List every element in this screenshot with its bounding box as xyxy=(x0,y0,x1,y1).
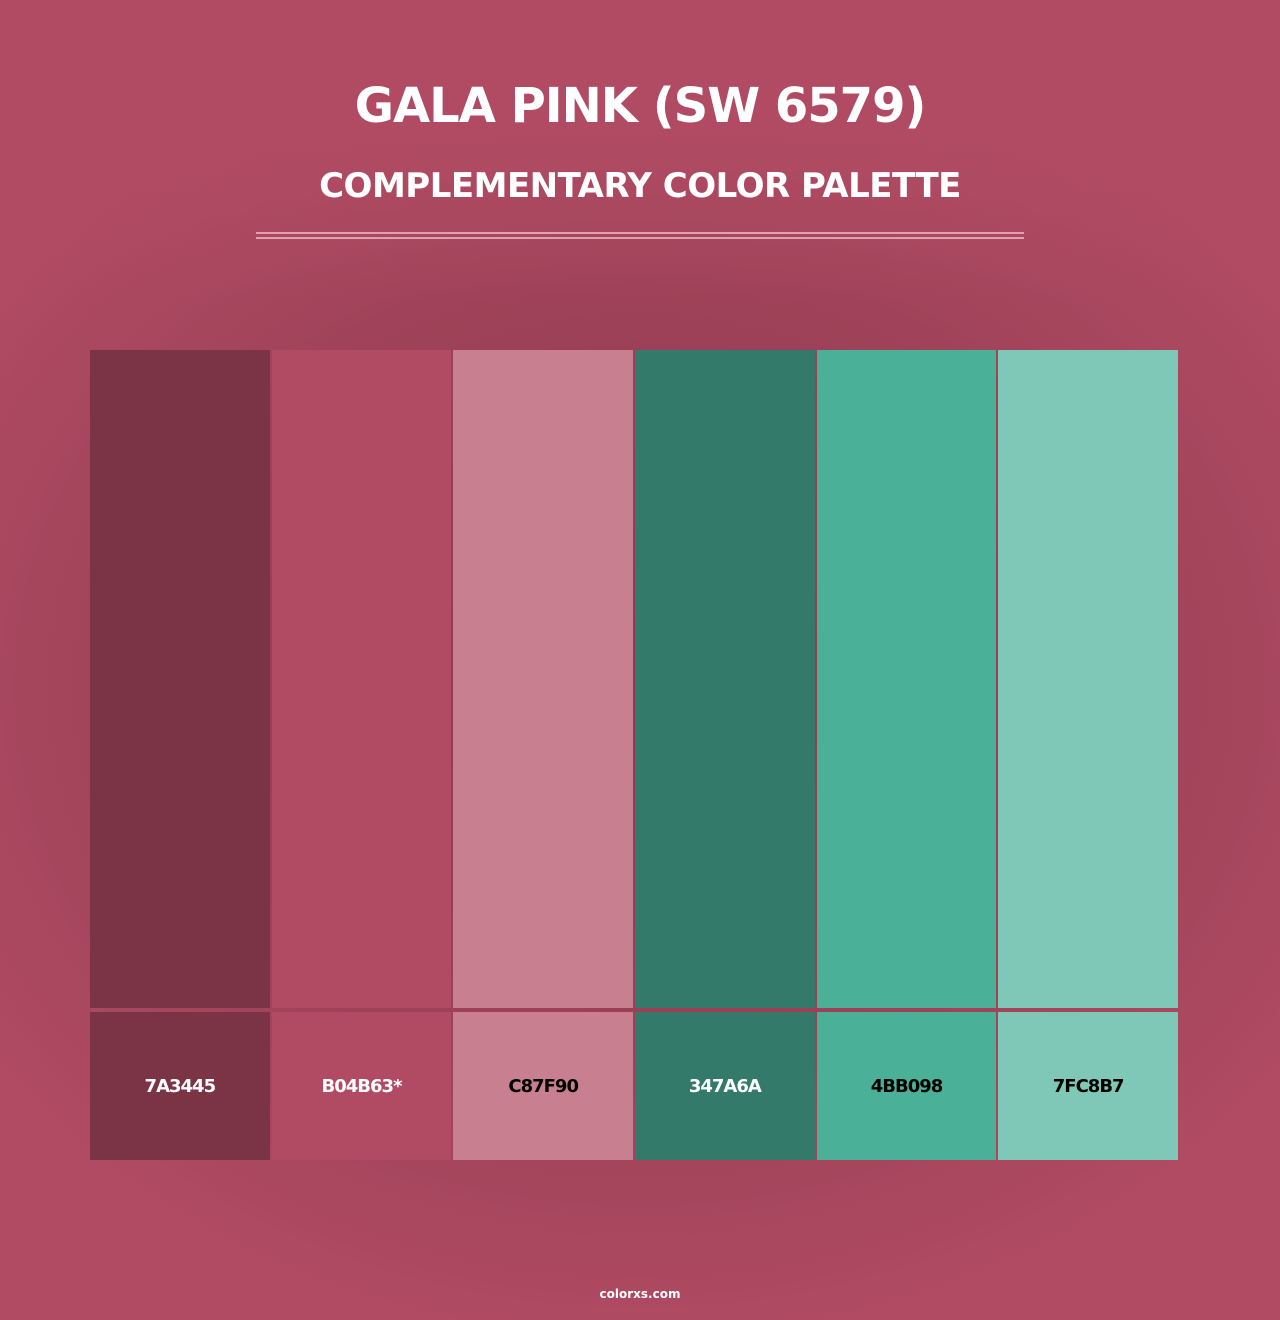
swatch-label: 7FC8B7 xyxy=(998,1012,1179,1160)
divider xyxy=(256,237,1024,239)
palette: 7A3445 B04B63* C87F90 347A6A 4BB098 7FC8B7 xyxy=(90,350,1179,1160)
swatch-label: B04B63* xyxy=(271,1012,452,1160)
swatch-label: 4BB098 xyxy=(816,1012,997,1160)
swatch-label: 347A6A xyxy=(635,1012,815,1160)
page-subtitle: COMPLEMENTARY COLOR PALETTE xyxy=(319,166,961,206)
page-title: GALA PINK (SW 6579) xyxy=(354,78,927,134)
swatch: 7FC8B7 xyxy=(998,350,1179,1160)
swatch-color xyxy=(90,350,270,1008)
swatch: 347A6A xyxy=(635,350,815,1160)
swatch: B04B63* xyxy=(271,350,452,1160)
footer-brand: colorxs.com xyxy=(599,1287,681,1301)
swatch: 4BB098 xyxy=(816,350,997,1160)
swatch: C87F90 xyxy=(453,350,634,1160)
swatch-color xyxy=(453,350,634,1008)
swatch-color xyxy=(271,350,452,1008)
swatch-color xyxy=(635,350,815,1008)
swatch-label: 7A3445 xyxy=(90,1012,270,1160)
swatch-color xyxy=(816,350,997,1008)
swatch-color xyxy=(998,350,1179,1008)
header-background xyxy=(0,0,1280,300)
divider xyxy=(256,232,1024,234)
swatch-label: C87F90 xyxy=(453,1012,634,1160)
swatch: 7A3445 xyxy=(90,350,270,1160)
